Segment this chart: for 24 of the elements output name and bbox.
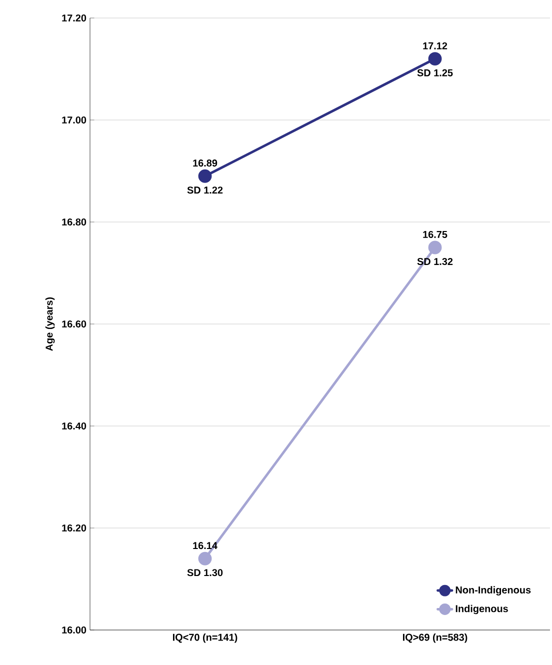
y-tick-label: 17.00: [62, 116, 86, 124]
y-axis-title: Age (years): [45, 297, 55, 351]
data-label: 16.89: [193, 160, 218, 167]
point: [428, 240, 442, 254]
y-tick-label: 16.00: [62, 626, 86, 634]
legend-label: Indigenous: [456, 604, 508, 614]
point: [198, 552, 212, 566]
point: [198, 169, 212, 183]
point: [428, 52, 442, 66]
legend-label: Non-Indigenous: [456, 586, 531, 596]
x-tick-label: IQ<70 (n=141): [173, 634, 238, 643]
y-tick-label: 16.80: [62, 218, 86, 226]
annotation: SD 1.25: [417, 69, 453, 76]
data-label: 17.12: [423, 42, 448, 50]
x-tick-label: IQ>69 (n=583): [403, 634, 468, 643]
y-tick-label: 17.20: [62, 14, 86, 22]
y-tick-label: 16.60: [62, 320, 86, 328]
annotation: SD 1.22: [187, 186, 223, 194]
data-label: 16.14: [193, 542, 218, 550]
annotation: SD 1.30: [187, 569, 223, 576]
annotation: SD 1.32: [417, 258, 453, 266]
y-tick-label: 16.20: [62, 524, 86, 532]
data-label: 16.75: [423, 230, 448, 238]
y-tick-label: 16.40: [62, 422, 86, 430]
